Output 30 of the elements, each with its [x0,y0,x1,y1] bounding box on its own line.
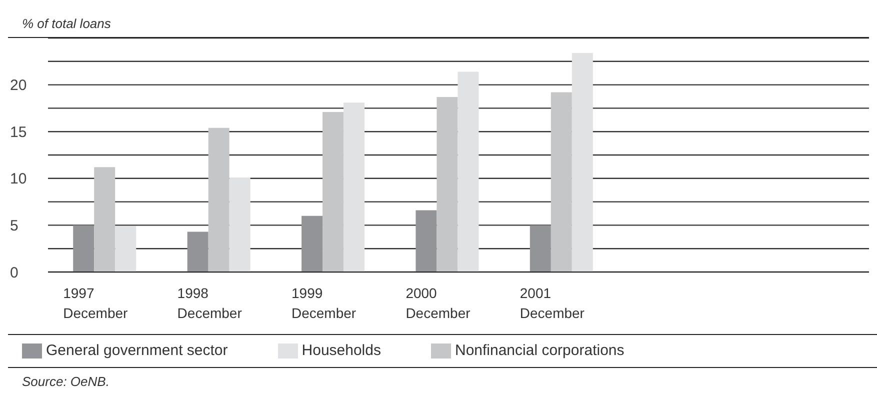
x-tick-label: 2000 December [406,285,471,321]
bar [436,96,458,272]
x-tick-label: 1999 December [292,285,356,321]
y-tick-label: 20 [10,77,27,94]
bar [73,225,94,272]
bar [229,177,250,272]
bar [94,167,116,272]
y-tick-label: 0 [10,264,18,282]
bar [550,92,572,272]
bar [208,128,230,272]
bar [458,72,479,272]
legend-label: General government sector [46,342,228,359]
bar [416,210,437,272]
y-tick-label: 5 [10,218,18,235]
bar [187,232,208,272]
y-tick-label: 15 [10,124,27,141]
bar [115,226,136,272]
y-tick-label: 10 [10,170,27,188]
chart-title: % of total loans [21,15,112,33]
x-tick-label: 1997 December [63,285,128,321]
legend-label: Nonfinancial corporations [454,342,624,359]
bar [344,102,365,272]
bar [322,112,344,272]
x-tick-label: 2001 December [520,285,585,321]
legend-label: Households [302,342,381,359]
bar [302,216,323,272]
bar [572,52,593,272]
bar [530,225,551,272]
source-note: Source: OeNB. [21,373,110,389]
x-tick-label: 1998 December [177,285,242,321]
